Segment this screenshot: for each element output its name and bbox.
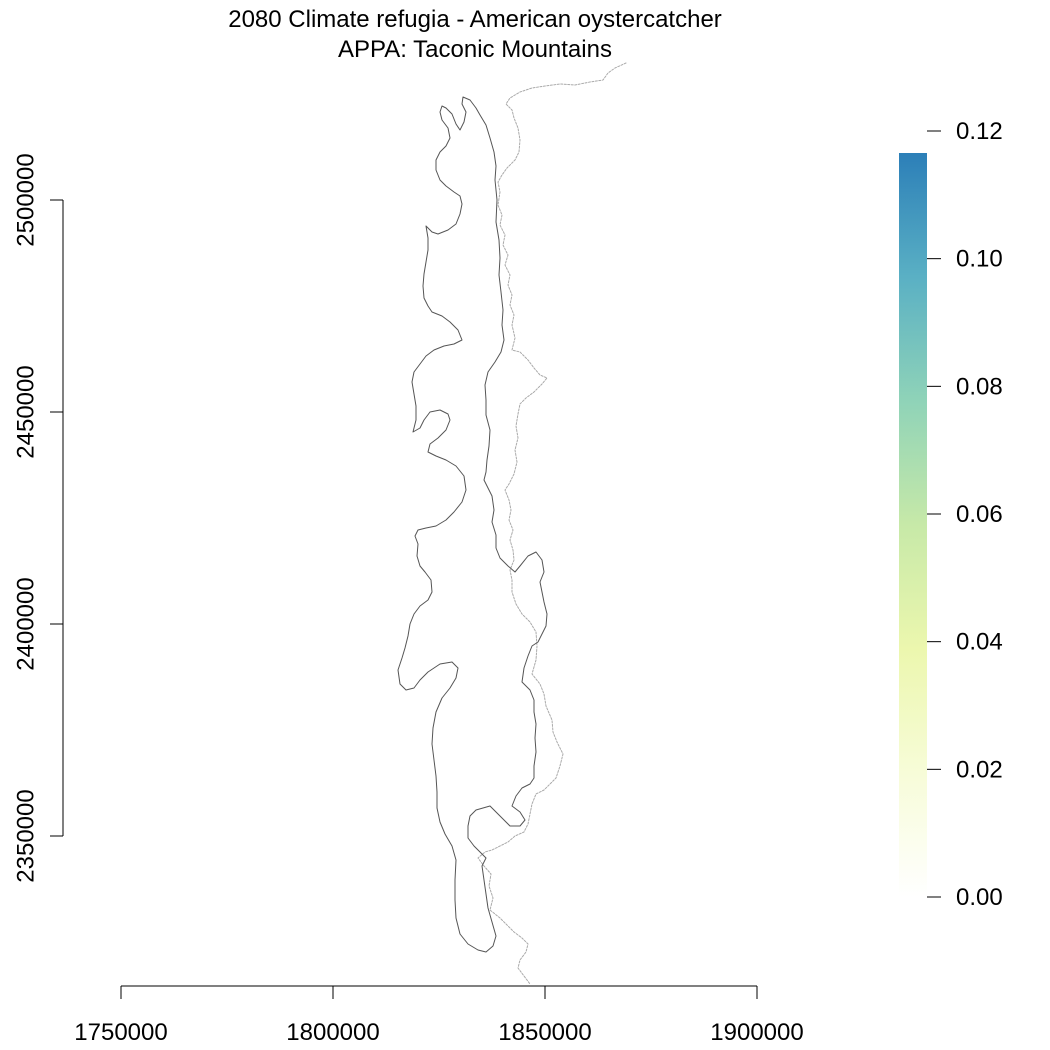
legend-color-bar: [899, 153, 927, 897]
legend-tick-label: 0.10: [956, 246, 1003, 273]
legend-tick-label: 0.02: [956, 756, 1003, 783]
y-tick-label: 2500000: [12, 153, 39, 246]
x-tick-label: 1750000: [74, 1019, 167, 1046]
region-outline: [397, 96, 548, 953]
color-legend: 0.00 0.02 0.04 0.06 0.08 0.10 0.12: [899, 118, 1003, 911]
legend-tick-label: 0.06: [956, 501, 1003, 528]
map-title: 2080 Climate refugia - American oysterca…: [228, 6, 722, 33]
x-tick-label: 1800000: [286, 1019, 379, 1046]
legend-tick-label: 0.00: [956, 884, 1003, 911]
y-tick-label: 2350000: [12, 789, 39, 882]
x-axis: 1750000 1800000 1850000 1900000: [74, 985, 804, 1046]
x-tick-label: 1850000: [498, 1019, 591, 1046]
y-tick-label: 2450000: [12, 365, 39, 458]
legend-ticks: 0.00 0.02 0.04 0.06 0.08 0.10 0.12: [927, 118, 1003, 911]
state-boundary-line: [477, 62, 627, 985]
legend-tick-label: 0.08: [956, 373, 1003, 400]
y-axis: 2350000 2400000 2450000 2500000: [12, 153, 64, 883]
legend-tick-label: 0.12: [956, 118, 1003, 145]
y-tick-label: 2400000: [12, 577, 39, 670]
x-tick-label: 1900000: [710, 1019, 803, 1046]
map-subtitle: APPA: Taconic Mountains: [338, 36, 612, 63]
legend-tick-label: 0.04: [956, 629, 1003, 656]
